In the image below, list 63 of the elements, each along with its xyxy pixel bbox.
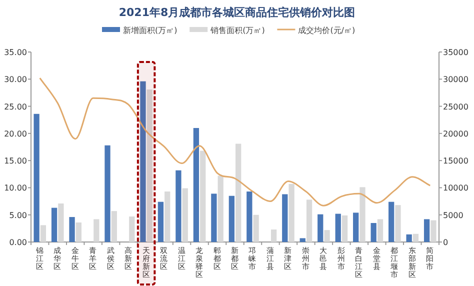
bar xyxy=(164,192,170,242)
legend-label: 销售面积(万㎡) xyxy=(210,26,265,35)
y-tick-label: 5.00 xyxy=(9,210,27,220)
bar xyxy=(342,215,348,242)
bar xyxy=(40,225,46,242)
bar xyxy=(34,114,40,242)
bar xyxy=(104,145,110,242)
y2-tick-label: 5000 xyxy=(443,210,464,220)
legend-label: 新增面积(万㎡) xyxy=(123,26,178,35)
bar xyxy=(246,192,252,242)
bar xyxy=(58,203,64,242)
bar xyxy=(406,234,412,242)
bar xyxy=(430,220,436,242)
bar xyxy=(306,200,312,242)
bar xyxy=(377,219,384,242)
bar xyxy=(388,202,394,242)
legend-label: 成交均价(元/㎡) xyxy=(298,26,356,35)
bar xyxy=(182,188,188,242)
chart-title: 2021年8月成都市各城区商品住宅供销价对比图 xyxy=(118,6,356,19)
bar xyxy=(69,217,75,242)
y-tick-label: 25.00 xyxy=(4,102,27,112)
y-tick-label: 15.00 xyxy=(4,156,27,166)
y2-tick-label: 0 xyxy=(443,238,448,247)
bar xyxy=(140,81,146,242)
bar xyxy=(158,202,164,242)
bar xyxy=(370,223,376,242)
bar xyxy=(176,170,182,242)
bar xyxy=(129,216,135,242)
bar xyxy=(76,222,82,242)
y-tick-label: 30.00 xyxy=(4,75,27,84)
bar xyxy=(324,230,330,242)
bar xyxy=(318,214,324,242)
y-tick-label: 35.00 xyxy=(4,48,27,57)
y2-tick-label: 15000 xyxy=(443,156,468,166)
y-tick-label: 0.00 xyxy=(9,238,27,247)
bar xyxy=(94,219,100,242)
bar xyxy=(218,176,224,242)
bar xyxy=(211,194,217,242)
bar xyxy=(360,187,366,242)
y2-tick-label: 25000 xyxy=(443,102,468,112)
bar xyxy=(111,211,117,242)
bar xyxy=(353,212,359,242)
bar xyxy=(412,234,419,242)
y-tick-label: 10.00 xyxy=(4,184,27,193)
y2-tick-label: 10000 xyxy=(443,184,468,193)
bar xyxy=(270,230,277,242)
y2-tick-label: 30000 xyxy=(443,75,468,84)
bar xyxy=(424,219,430,242)
bar xyxy=(200,150,206,242)
y2-tick-label: 20000 xyxy=(443,129,468,138)
bar xyxy=(300,238,306,242)
bar xyxy=(335,214,341,242)
y-tick-label: 20.00 xyxy=(4,129,27,138)
bar xyxy=(282,194,288,242)
bar xyxy=(236,144,242,242)
bar xyxy=(395,205,401,242)
bar xyxy=(146,89,152,242)
bar xyxy=(253,214,259,242)
bar xyxy=(228,196,234,242)
bar xyxy=(193,128,200,242)
bar xyxy=(51,208,58,242)
y2-tick-label: 35000 xyxy=(443,48,468,57)
bar xyxy=(288,184,294,242)
